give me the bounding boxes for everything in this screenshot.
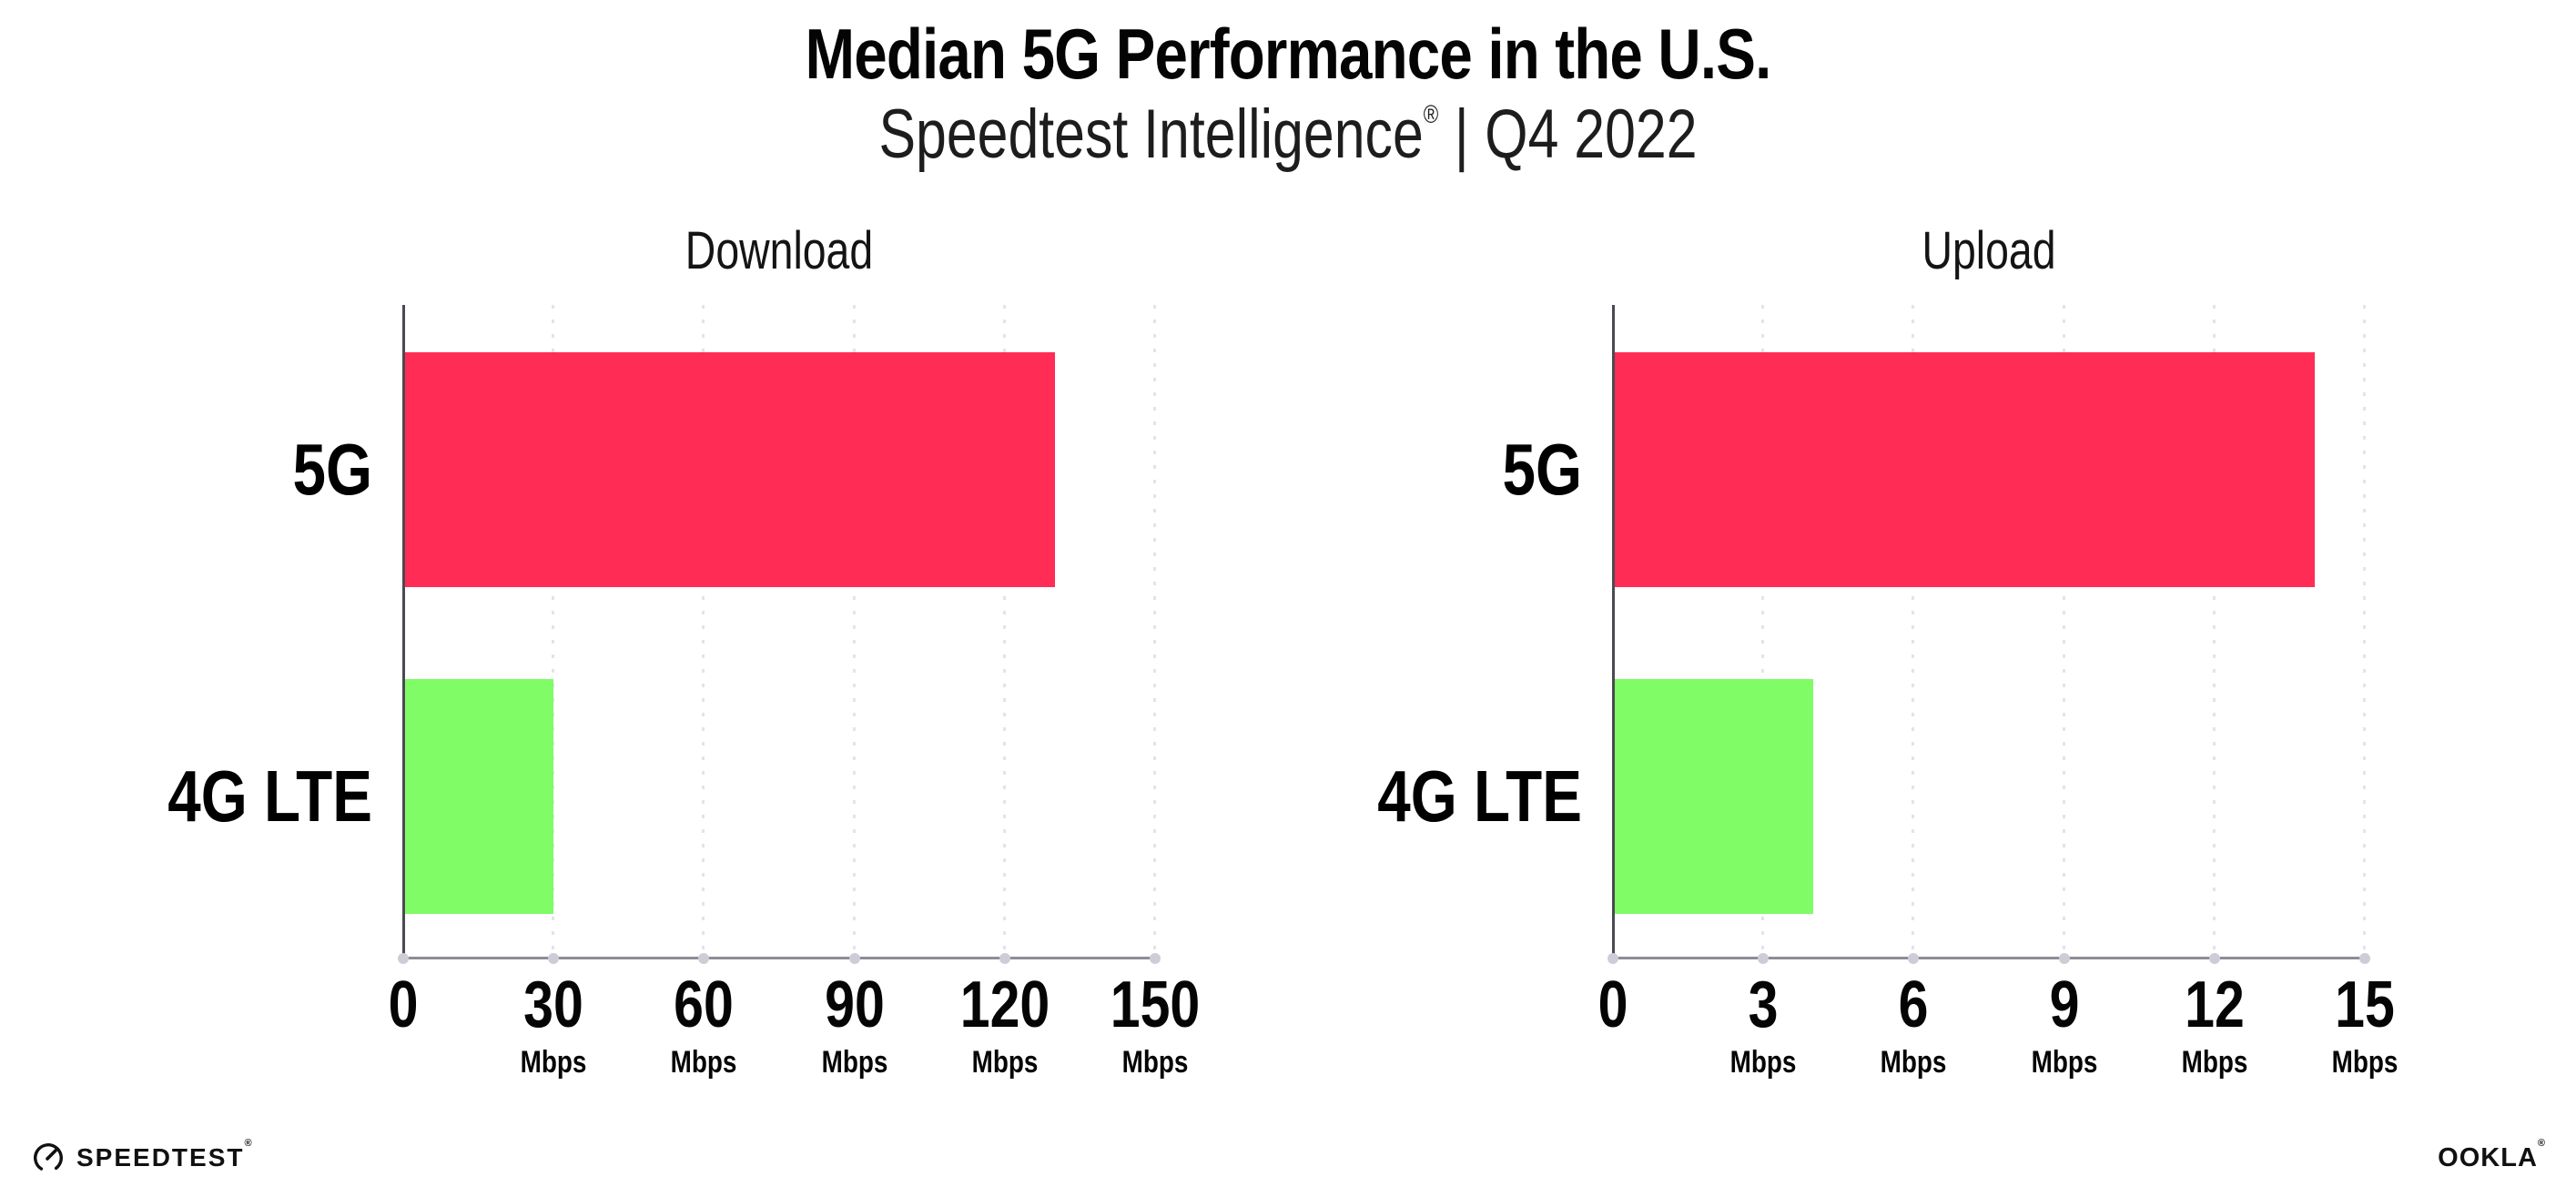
tick-label-60-download: 60 Mbps bbox=[626, 972, 781, 1078]
tick-unit-150-download: Mbps bbox=[1121, 1045, 1189, 1080]
tick-unit-120-download: Mbps bbox=[971, 1045, 1039, 1080]
axis-tick-dot-0-upload bbox=[1607, 953, 1618, 964]
gridline-60-download bbox=[702, 305, 705, 958]
subtitle-separator: | bbox=[1454, 96, 1469, 173]
tick-unit-6-upload: Mbps bbox=[1880, 1045, 1947, 1080]
gridline-12-upload bbox=[2212, 305, 2216, 958]
tick-value-150-download: 150 bbox=[1110, 969, 1201, 1041]
tick-value-0-download: 0 bbox=[388, 969, 419, 1041]
ookla-logo: OOKLA® bbox=[2438, 1138, 2545, 1173]
tick-label-30-download: 30 Mbps bbox=[476, 972, 631, 1078]
download-chart-title: Download bbox=[685, 221, 874, 280]
tick-unit-90-download: Mbps bbox=[821, 1045, 887, 1080]
gridline-120-download bbox=[1002, 305, 1006, 958]
row-label-4g-lte-download: 4G LTE bbox=[167, 756, 372, 837]
axis-tick-dot-3-upload bbox=[1758, 953, 1770, 964]
axis-tick-dot-6-upload bbox=[1908, 953, 1920, 964]
bar-5g-upload bbox=[1613, 352, 2315, 587]
page-title: Median 5G Performance in the U.S. bbox=[805, 14, 1772, 94]
gridline-30-download bbox=[552, 305, 555, 958]
axis-tick-dot-30-download bbox=[548, 953, 560, 964]
axis-tick-dot-60-download bbox=[698, 953, 710, 964]
tick-label-15-upload: 15 Mbps bbox=[2287, 972, 2442, 1078]
x-axis-line bbox=[401, 957, 1158, 959]
tick-unit-60-download: Mbps bbox=[670, 1045, 737, 1080]
subtitle-brand: Speedtest Intelligence bbox=[878, 96, 1424, 173]
tick-unit-30-download: Mbps bbox=[520, 1045, 587, 1080]
row-label-5g-download: 5G bbox=[292, 429, 372, 510]
tick-label-150-download: 150 Mbps bbox=[1078, 972, 1232, 1078]
subtitle-period: Q4 2022 bbox=[1485, 96, 1698, 173]
tick-label-6-upload: 6 Mbps bbox=[1836, 972, 1991, 1078]
download-plot-area: 0 30 Mbps 60 Mbps 90 Mbps 120 Mbps 150 Mbps 5G 4G LT… bbox=[167, 305, 1200, 1078]
axis-tick-dot-90-download bbox=[848, 953, 860, 964]
axis-tick-dot-12-upload bbox=[2208, 953, 2220, 964]
speedtest-logo: SPEEDTEST® bbox=[31, 1138, 252, 1175]
tick-unit-9-upload: Mbps bbox=[2031, 1045, 2097, 1080]
tick-label-12-upload: 12 Mbps bbox=[2137, 972, 2292, 1078]
tick-value-9-upload: 9 bbox=[2049, 969, 2080, 1041]
tick-value-15-upload: 15 bbox=[2335, 969, 2395, 1041]
speedtest-wordmark-text: SPEEDTEST bbox=[76, 1143, 245, 1172]
ookla-wordmark-text: OOKLA bbox=[2438, 1143, 2538, 1172]
tick-value-0-upload: 0 bbox=[1597, 969, 1628, 1041]
tick-label-0-download: 0 bbox=[326, 972, 481, 1038]
tick-unit-15-upload: Mbps bbox=[2331, 1045, 2399, 1080]
axis-tick-dot-150-download bbox=[1150, 953, 1161, 964]
tick-value-90-download: 90 bbox=[824, 969, 885, 1041]
x-axis-line bbox=[1610, 957, 2368, 959]
gridline-150-download bbox=[1153, 305, 1156, 958]
gridline-3-upload bbox=[1761, 305, 1765, 958]
axis-tick-dot-15-upload bbox=[2359, 953, 2370, 964]
speedtest-gauge-icon bbox=[34, 1143, 63, 1172]
upload-plot-area: 0 3 Mbps 6 Mbps 9 Mbps 12 Mbps 15 Mbps 5G 4G LTE bbox=[1377, 305, 2398, 1078]
tick-label-120-download: 120 Mbps bbox=[928, 972, 1082, 1078]
speedtest-wordmark: SPEEDTEST® bbox=[76, 1138, 252, 1172]
tick-label-9-upload: 9 Mbps bbox=[1987, 972, 2142, 1078]
bar-4g-lte-download bbox=[403, 679, 554, 914]
bar-4g-lte-upload bbox=[1613, 679, 1814, 914]
registered-mark: ® bbox=[1423, 100, 1439, 128]
tick-unit-3-upload: Mbps bbox=[1729, 1045, 1797, 1080]
axis-tick-dot-0-download bbox=[398, 953, 409, 964]
page-subtitle: Speedtest Intelligence® | Q4 2022 bbox=[258, 95, 2318, 174]
gridline-90-download bbox=[852, 305, 856, 958]
ookla-wordmark: OOKLA® bbox=[2438, 1138, 2545, 1173]
axis-tick-dot-120-download bbox=[999, 953, 1010, 964]
gridline-15-upload bbox=[2363, 305, 2366, 958]
tick-value-12-upload: 12 bbox=[2184, 969, 2245, 1041]
row-label-4g-lte-upload: 4G LTE bbox=[1377, 756, 1582, 837]
ookla-registered-mark: ® bbox=[2537, 1138, 2545, 1149]
gridline-6-upload bbox=[1912, 305, 1915, 958]
tick-label-3-upload: 3 Mbps bbox=[1686, 972, 1841, 1078]
tick-unit-12-upload: Mbps bbox=[2181, 1045, 2248, 1080]
tick-label-0-upload: 0 bbox=[1536, 972, 1690, 1038]
tick-label-90-download: 90 Mbps bbox=[777, 972, 932, 1078]
axis-tick-dot-9-upload bbox=[2058, 953, 2070, 964]
tick-value-30-download: 30 bbox=[523, 969, 584, 1041]
y-axis-line bbox=[402, 305, 405, 958]
speedtest-registered-mark: ® bbox=[244, 1138, 252, 1149]
y-axis-line bbox=[1612, 305, 1615, 958]
bar-5g-download bbox=[403, 352, 1055, 587]
tick-value-60-download: 60 bbox=[674, 969, 735, 1041]
tick-value-120-download: 120 bbox=[959, 969, 1050, 1041]
upload-chart-title: Upload bbox=[1922, 221, 2056, 280]
row-label-5g-upload: 5G bbox=[1502, 429, 1582, 510]
gridline-9-upload bbox=[2062, 305, 2065, 958]
tick-value-6-upload: 6 bbox=[1898, 969, 1929, 1041]
tick-value-3-upload: 3 bbox=[1748, 969, 1779, 1041]
